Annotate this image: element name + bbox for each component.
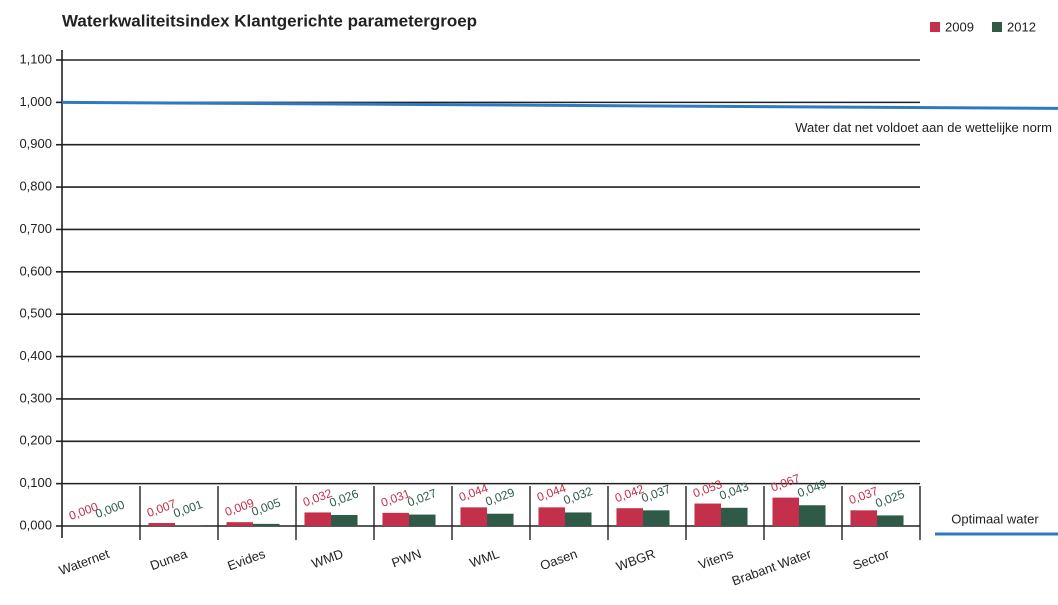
- reference-line: [61, 100, 1058, 110]
- x-tick-label: Sector: [851, 546, 892, 573]
- value-label: 0,029: [483, 485, 516, 509]
- legend-label: 2009: [945, 19, 974, 34]
- bar: [148, 523, 175, 526]
- bar: [409, 514, 436, 526]
- y-tick-label: 0,700: [19, 221, 52, 236]
- x-tick-label: WML: [468, 546, 502, 570]
- y-tick-label: 0,000: [19, 517, 52, 532]
- legend-swatch: [992, 22, 1002, 32]
- bar: [850, 510, 877, 526]
- x-tick-label: Waternet: [57, 546, 112, 578]
- value-label: 0,000: [93, 497, 126, 521]
- value-label: 0,032: [561, 484, 594, 508]
- value-label: 0,043: [717, 479, 750, 503]
- x-tick-label: Evides: [225, 546, 267, 574]
- y-tick-label: 1,100: [19, 51, 52, 66]
- x-tick-label: WMD: [310, 546, 346, 571]
- y-tick-label: 0,200: [19, 433, 52, 448]
- bar: [226, 522, 253, 526]
- y-tick-label: 0,300: [19, 390, 52, 405]
- bar: [643, 510, 670, 526]
- bar: [331, 514, 358, 526]
- x-tick-label: Oasen: [538, 546, 579, 573]
- y-tick-label: 1,000: [19, 94, 52, 109]
- y-tick-label: 0,100: [19, 475, 52, 490]
- bar: [487, 513, 514, 526]
- bar: [799, 505, 826, 526]
- legend-label: 2012: [1007, 19, 1036, 34]
- bar: [253, 523, 280, 526]
- bar: [694, 503, 721, 526]
- chart-title: Waterkwaliteitsindex Klantgerichte param…: [62, 11, 477, 30]
- y-tick-label: 0,400: [19, 348, 52, 363]
- bar: [565, 512, 592, 526]
- legend-swatch: [930, 22, 940, 32]
- x-tick-label: WBGR: [614, 546, 657, 574]
- value-label: 0,005: [249, 495, 282, 519]
- bar: [304, 512, 331, 526]
- x-tick-label: Vitens: [696, 546, 735, 573]
- bar: [616, 508, 643, 526]
- value-label: 0,037: [639, 482, 672, 506]
- value-label: 0,025: [873, 487, 906, 511]
- y-tick-label: 0,800: [19, 179, 52, 194]
- value-label: 0,027: [405, 486, 438, 510]
- annotation: Optimaal water: [951, 511, 1039, 526]
- annotation: Water dat net voldoet aan de wettelijke …: [795, 120, 1052, 135]
- x-tick-label: Dunea: [148, 546, 190, 573]
- bar: [460, 507, 487, 526]
- x-tick-label: Brabant Water: [730, 546, 814, 589]
- bar: [538, 507, 565, 526]
- value-label: 0,026: [327, 486, 360, 510]
- y-tick-label: 0,900: [19, 136, 52, 151]
- x-tick-label: PWN: [390, 546, 424, 570]
- bar: [877, 515, 904, 526]
- bar: [382, 512, 409, 526]
- y-tick-label: 0,500: [19, 306, 52, 321]
- y-tick-label: 0,600: [19, 263, 52, 278]
- bar: [772, 497, 799, 526]
- bar: [721, 507, 748, 526]
- value-label: 0,001: [171, 497, 204, 521]
